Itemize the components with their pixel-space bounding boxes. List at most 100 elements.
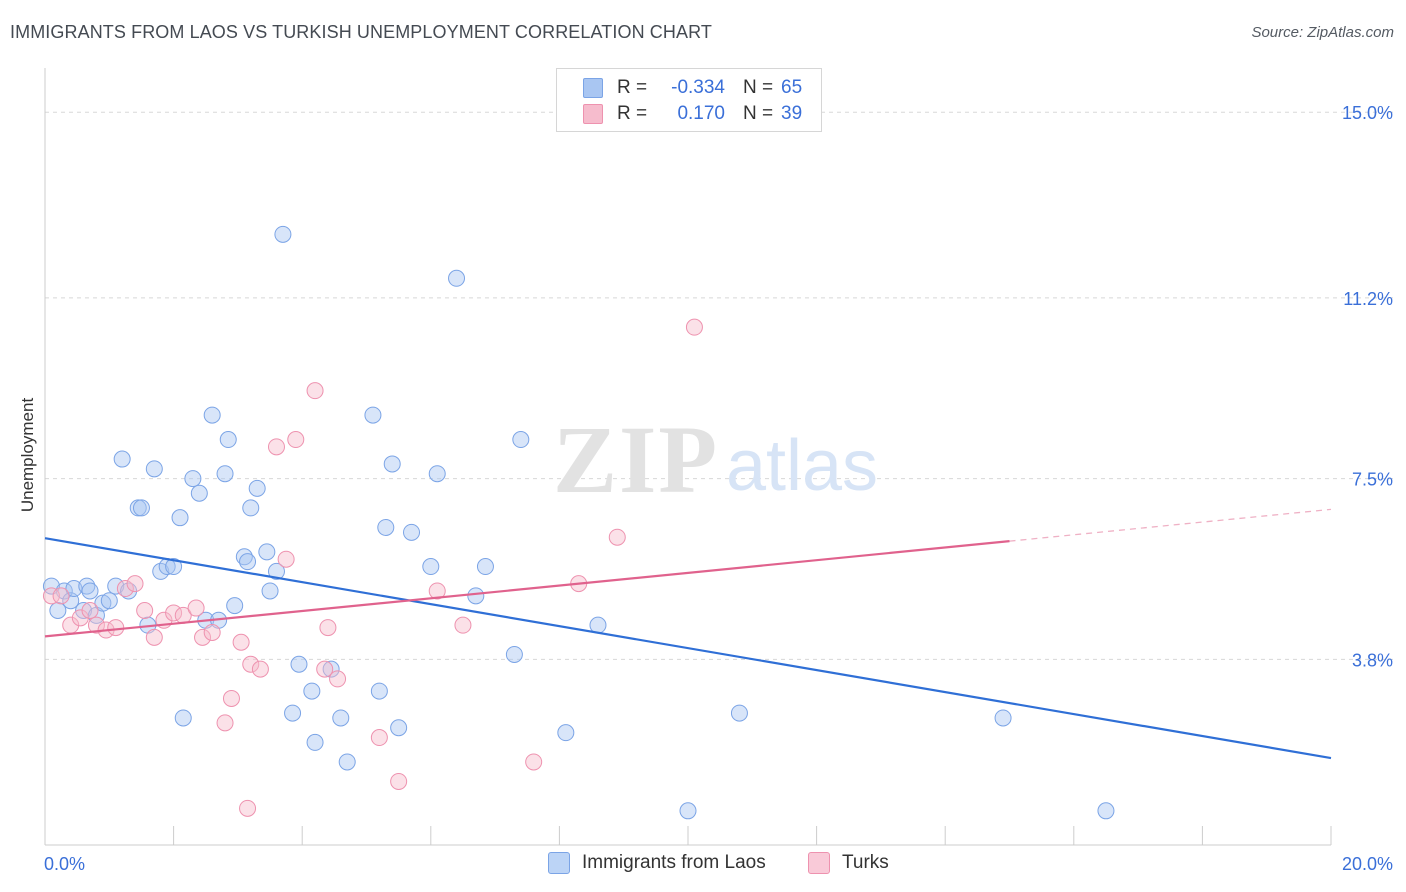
turks-point [107, 619, 125, 637]
legend-swatch-laos [548, 852, 570, 874]
laos-point [994, 709, 1012, 727]
turks-point [608, 528, 626, 546]
turks-point [194, 628, 212, 646]
laos-point [505, 645, 523, 663]
legend-r-label: R = [617, 77, 648, 98]
legend-item-turks[interactable]: Turks [808, 852, 889, 874]
turks-point [370, 729, 388, 747]
chart-title: IMMIGRANTS FROM LAOS VS TURKISH UNEMPLOY… [10, 22, 712, 42]
tick-labels: 3.8% 7.5% 11.2% 15.0% 0.0% 20.0% [44, 103, 1393, 874]
laos-point [165, 558, 183, 576]
turks-point [81, 602, 99, 620]
laos-point [216, 465, 234, 483]
laos-point [261, 582, 279, 600]
turks-point [239, 799, 257, 817]
laos-point [171, 509, 189, 527]
laos-point [338, 753, 356, 771]
laos-point [190, 484, 208, 502]
turks-point [71, 609, 89, 627]
laos-point [258, 543, 276, 561]
laos-point [370, 682, 388, 700]
turks-point [116, 580, 134, 598]
laos-point [303, 682, 321, 700]
laos-point [679, 802, 697, 820]
laos-trend-line [44, 537, 1332, 760]
legend-n-value: 65 [781, 77, 803, 98]
laos-point [403, 523, 421, 541]
x-tick-label: 0.0% [44, 854, 85, 874]
laos-point [239, 553, 257, 571]
trend-layer [44, 508, 1332, 760]
laos-point [377, 518, 395, 536]
turks-point [126, 575, 144, 593]
laos-point [184, 470, 202, 488]
laos-point [428, 465, 446, 483]
laos-point [322, 660, 340, 678]
turks-point [145, 628, 163, 646]
legend-swatch-turks [583, 104, 603, 124]
correlation-legend: R = -0.334 N = 65 R = 0.170 N = 39 [556, 68, 822, 132]
legend-n-label: N = [743, 103, 774, 124]
series-legend: Immigrants from Laos Turks [0, 852, 1406, 878]
y-tick-label: 11.2% [1343, 289, 1393, 309]
turks-point [685, 318, 703, 336]
laos-point [174, 709, 192, 727]
source-label: Source: ZipAtlas.com [1251, 24, 1394, 41]
laos-point [219, 431, 237, 449]
laos-point [306, 733, 324, 751]
laos-point [203, 406, 221, 424]
turks-point [390, 772, 408, 790]
turks-point [277, 550, 295, 568]
legend-label-laos: Immigrants from Laos [582, 852, 766, 873]
turks-point [216, 714, 234, 732]
turks-point [165, 604, 183, 622]
laos-point [132, 499, 150, 517]
legend-label-turks: Turks [842, 852, 889, 873]
laos-point [242, 499, 260, 517]
laos-point [448, 269, 466, 287]
laos-point [467, 587, 485, 605]
laos-point [290, 655, 308, 673]
axis-layer [44, 68, 1332, 846]
legend-row-turks: R = 0.170 N = 39 [583, 101, 802, 127]
laos-point [226, 597, 244, 615]
legend-item-laos[interactable]: Immigrants from Laos [548, 852, 766, 874]
laos-point [55, 582, 73, 600]
turks-point [287, 431, 305, 449]
legend-r-value: -0.334 [671, 77, 725, 98]
x-tick-label: 20.0% [1342, 854, 1393, 874]
laos-point [422, 558, 440, 576]
y-tick-label: 7.5% [1352, 470, 1393, 490]
turks-point [222, 689, 240, 707]
laos-point [267, 562, 285, 580]
turks-point [251, 660, 269, 678]
laos-point [390, 719, 408, 737]
laos-point [284, 704, 302, 722]
laos-point [730, 704, 748, 722]
turks-point [267, 438, 285, 456]
laos-point [81, 582, 99, 600]
turks-point [329, 670, 347, 688]
laos-point [78, 577, 96, 595]
laos-point [1097, 802, 1115, 820]
legend-swatch-laos [583, 78, 603, 98]
y-axis-label: Unemployment [18, 397, 37, 513]
turks-point [242, 655, 260, 673]
turks-trend-line [44, 540, 1010, 638]
turks-point [306, 382, 324, 400]
laos-point [120, 582, 138, 600]
laos-point [145, 460, 163, 478]
y-tick-label: 3.8% [1352, 650, 1393, 670]
laos-point [557, 724, 575, 742]
turks-point [428, 582, 446, 600]
turks-point [42, 587, 60, 605]
legend-swatch-turks [808, 852, 830, 874]
turks-point [87, 616, 105, 634]
laos-point [100, 592, 118, 610]
turks-point [232, 633, 250, 651]
laos-point [248, 479, 266, 497]
turks-point [187, 599, 205, 617]
turks-point [203, 623, 221, 641]
turks-point [316, 660, 334, 678]
